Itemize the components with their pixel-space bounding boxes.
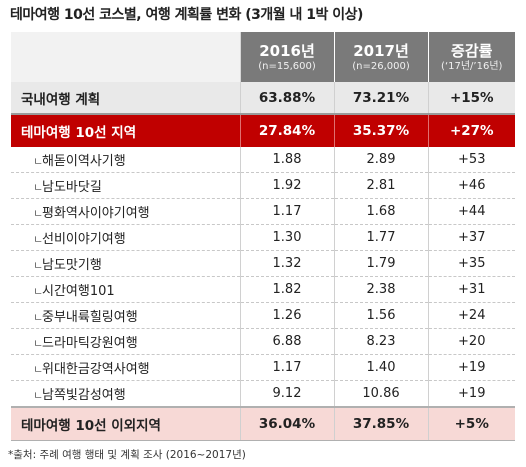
course-marker-icon: ㄴ [33,259,44,272]
course-marker-icon: ㄴ [33,311,44,324]
course-value-2017: 1.40 [334,354,429,381]
row-value-2017: 35.37% [334,114,429,147]
other-region-row: 테마여행 10선 이외지역 36.04% 37.85% +5% [11,406,515,441]
page-title: 테마여행 10선 코스별, 여행 계획률 변화 (3개월 내 1박 이상) [10,7,363,23]
course-value-2017: 1.79 [334,250,429,277]
row-value-2016: 63.88% [240,82,335,115]
course-value-2017: 2.38 [334,276,429,303]
row-label: 국내여행 계획 [11,82,241,115]
course-value-2016: 1.82 [240,276,335,303]
course-row: ㄴ남쪽빛감성여행 9.12 10.86 +19 [11,380,515,408]
header-2017-sample: (n=26,000) [352,60,410,72]
course-change: +44 [428,198,515,225]
course-row: ㄴ남도맛기행 1.32 1.79 +35 [11,250,515,277]
course-label-cell: ㄴ위대한금강역사여행 [11,354,241,381]
course-value-2017: 2.81 [334,172,429,199]
course-row: ㄴ평화역사이야기여행 1.17 1.68 +44 [11,198,515,225]
course-label-cell: ㄴ평화역사이야기여행 [11,198,241,225]
header-2017-year: 2017년 [353,41,409,60]
course-label-cell: ㄴ시간여행101 [11,276,241,303]
course-change: +35 [428,250,515,277]
course-marker-icon: ㄴ [33,207,44,220]
course-change: +53 [428,147,515,173]
row-value-2017: 37.85% [334,406,429,441]
course-marker-icon: ㄴ [33,233,44,246]
course-label: 드라마틱강원여행 [42,336,138,351]
source-note: *출처: 주례 여행 행태 및 계획 조사 (2016~2017년) [8,449,246,461]
course-value-2016: 9.12 [240,380,335,408]
course-label-cell: ㄴ해돋이역사기행 [11,147,241,173]
course-value-2017: 1.77 [334,224,429,251]
row-change: +27% [428,114,515,147]
table-header-row: 2016년 (n=15,600) 2017년 (n=26,000) 증감률 (‘… [11,32,515,82]
course-row: ㄴ남도바닷길 1.92 2.81 +46 [11,172,515,199]
course-label: 평화역사이야기여행 [42,206,150,221]
course-marker-icon: ㄴ [33,155,44,168]
course-label-cell: ㄴ선비이야기여행 [11,224,241,251]
course-change: +19 [428,380,515,408]
course-label: 시간여행101 [42,284,115,299]
course-label-cell: ㄴ드라마틱강원여행 [11,328,241,355]
row-label: 테마여행 10선 이외지역 [11,406,241,441]
header-2017: 2017년 (n=26,000) [334,32,429,82]
course-marker-icon: ㄴ [33,363,44,376]
course-value-2017: 8.23 [334,328,429,355]
course-value-2017: 10.86 [334,380,429,408]
course-change: +46 [428,172,515,199]
course-label: 선비이야기여행 [42,232,126,247]
course-row: ㄴ시간여행101 1.82 2.38 +31 [11,276,515,303]
course-value-2016: 1.92 [240,172,335,199]
course-label-cell: ㄴ남쪽빛감성여행 [11,380,241,408]
highlight-row: 테마여행 10선 지역 27.84% 35.37% +27% [11,114,515,147]
course-marker-icon: ㄴ [33,181,44,194]
course-value-2016: 1.30 [240,224,335,251]
course-value-2016: 6.88 [240,328,335,355]
header-change-sub: (‘17년/’16년) [441,60,503,72]
course-marker-icon: ㄴ [33,337,44,350]
course-label-cell: ㄴ중부내륙힐링여행 [11,302,241,329]
course-label: 남도바닷길 [42,180,102,195]
row-change: +15% [428,82,515,115]
course-value-2016: 1.17 [240,198,335,225]
course-value-2016: 1.32 [240,250,335,277]
course-marker-icon: ㄴ [33,285,44,298]
course-row: ㄴ위대한금강역사여행 1.17 1.40 +19 [11,354,515,381]
course-change: +24 [428,302,515,329]
course-marker-icon: ㄴ [33,389,44,402]
row-change: +5% [428,406,515,441]
course-label-cell: ㄴ남도바닷길 [11,172,241,199]
course-value-2017: 1.68 [334,198,429,225]
travel-plan-table: 2016년 (n=15,600) 2017년 (n=26,000) 증감률 (‘… [11,32,515,441]
course-value-2016: 1.17 [240,354,335,381]
course-value-2016: 1.88 [240,147,335,173]
header-2016-year: 2016년 [259,41,315,60]
course-value-2017: 2.89 [334,147,429,173]
course-row: ㄴ드라마틱강원여행 6.88 8.23 +20 [11,328,515,355]
header-change: 증감률 (‘17년/’16년) [428,32,515,82]
course-row: ㄴ선비이야기여행 1.30 1.77 +37 [11,224,515,251]
course-label-cell: ㄴ남도맛기행 [11,250,241,277]
summary-row: 국내여행 계획 63.88% 73.21% +15% [11,82,515,115]
row-value-2017: 73.21% [334,82,429,115]
course-value-2016: 1.26 [240,302,335,329]
course-change: +37 [428,224,515,251]
course-label: 중부내륙힐링여행 [42,310,138,325]
row-value-2016: 36.04% [240,406,335,441]
course-label: 위대한금강역사여행 [42,362,150,377]
header-change-label: 증감률 [451,41,493,60]
course-row: ㄴ해돋이역사기행 1.88 2.89 +53 [11,147,515,173]
row-value-2016: 27.84% [240,114,335,147]
course-change: +20 [428,328,515,355]
course-row: ㄴ중부내륙힐링여행 1.26 1.56 +24 [11,302,515,329]
course-change: +19 [428,354,515,381]
course-label: 해돋이역사기행 [42,154,126,169]
header-2016: 2016년 (n=15,600) [240,32,335,82]
header-2016-sample: (n=15,600) [258,60,316,72]
header-blank-cell [11,32,241,82]
course-value-2017: 1.56 [334,302,429,329]
course-label: 남도맛기행 [42,258,102,273]
course-change: +31 [428,276,515,303]
course-label: 남쪽빛감성여행 [42,388,126,403]
row-label: 테마여행 10선 지역 [11,114,241,147]
